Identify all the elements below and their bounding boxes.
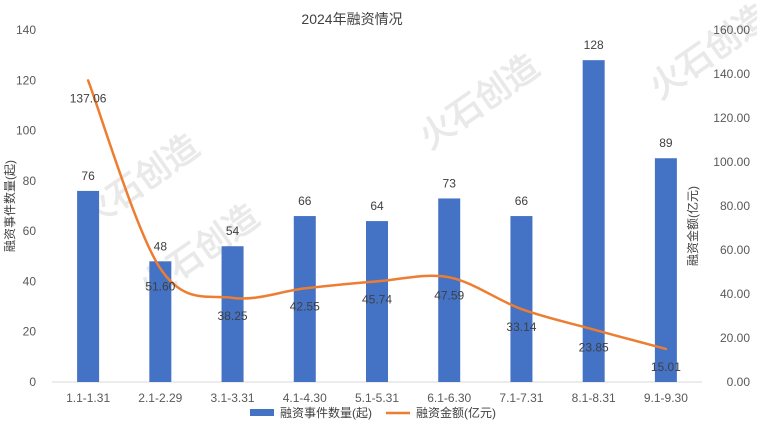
line-value-label: 137.06: [70, 91, 107, 105]
x-tick-label: 8.1-8.31: [572, 391, 616, 405]
line-value-label: 51.60: [145, 279, 175, 293]
line-value-label: 23.85: [579, 341, 609, 355]
bar-value-label: 66: [515, 194, 529, 208]
left-axis-ticks: 0 20 40 60 80 100 120 140: [16, 23, 36, 389]
line-value-label: 47.59: [434, 288, 464, 302]
right-tick-label: 80.00: [720, 199, 750, 213]
bar-value-label: 66: [298, 194, 312, 208]
right-axis-title: 融资金额(亿元): [685, 186, 700, 266]
right-tick-label: 40.00: [720, 287, 750, 301]
bar: [293, 216, 316, 382]
watermark-text: 火石创造: [643, 0, 757, 107]
right-tick-label: 140.00: [713, 67, 750, 81]
bar: [438, 198, 461, 382]
bar: [510, 216, 533, 382]
right-tick-label: 60.00: [720, 243, 750, 257]
x-tick-label: 5.1-5.31: [355, 391, 399, 405]
bar-data-labels: 76 48 54 66 64 73 66 128 89: [81, 38, 672, 253]
line-value-label: 42.55: [290, 299, 320, 313]
x-tick-label: 6.1-6.30: [427, 391, 471, 405]
x-tick-label: 2.1-2.29: [138, 391, 182, 405]
amount-line-series: [86, 79, 668, 351]
line-value-label: 38.25: [218, 309, 248, 323]
bar-series: [77, 60, 677, 383]
left-tick-label: 100: [16, 124, 36, 138]
left-tick-label: 80: [23, 174, 37, 188]
legend: 融资事件数量(起) 融资金额(亿元): [250, 405, 496, 420]
bar-value-label: 128: [584, 38, 604, 52]
line-value-label: 33.14: [506, 320, 536, 334]
line-data-labels: 137.06 51.60 38.25 42.55 45.74 47.59 33.14 23.8…: [70, 91, 681, 374]
x-tick-label: 4.1-4.30: [283, 391, 327, 405]
line-value-label: 45.74: [362, 292, 392, 306]
left-tick-label: 140: [16, 23, 36, 37]
right-tick-label: 160.00: [713, 23, 750, 37]
watermark-text: 火石创造: [413, 47, 546, 156]
bar-value-label: 76: [81, 169, 95, 183]
bar: [77, 190, 100, 382]
left-tick-label: 60: [23, 224, 37, 238]
bar-value-label: 48: [154, 239, 168, 253]
bar: [582, 60, 605, 383]
x-tick-label: 7.1-7.31: [499, 391, 543, 405]
left-tick-label: 0: [29, 375, 36, 389]
bar: [366, 221, 388, 382]
bar-value-label: 89: [659, 136, 673, 150]
bar-value-label: 73: [443, 176, 457, 190]
x-tick-label: 1.1-1.31: [66, 391, 110, 405]
left-tick-label: 20: [23, 325, 37, 339]
right-tick-label: 120.00: [713, 111, 750, 125]
legend-label-amount: 融资金额(亿元): [416, 405, 496, 420]
left-axis-title: 融资事件数量(起): [2, 160, 17, 252]
bar-value-label: 64: [370, 199, 384, 213]
x-tick-label: 3.1-3.31: [211, 391, 255, 405]
bar-value-label: 54: [226, 224, 240, 238]
line-value-label: 15.01: [651, 360, 681, 374]
chart-title: 2024年融资情况: [301, 11, 402, 27]
x-axis-ticks: 1.1-1.31 2.1-2.29 3.1-3.31 4.1-4.30 5.1-5.31…: [66, 391, 688, 405]
bar: [149, 261, 172, 382]
left-tick-label: 40: [23, 274, 37, 288]
right-tick-label: 20.00: [720, 331, 750, 345]
x-tick-label: 9.1-9.30: [644, 391, 688, 405]
right-tick-label: 100.00: [713, 155, 750, 169]
bar: [654, 158, 677, 382]
legend-label-count: 融资事件数量(起): [280, 405, 372, 420]
legend-swatch-count: [250, 409, 274, 416]
bar: [221, 246, 244, 382]
left-tick-label: 120: [16, 73, 36, 87]
right-tick-label: 0.00: [727, 375, 751, 389]
right-axis-ticks: 0.00 20.00 40.00 60.00 80.00 100.00 120.00 140.…: [713, 23, 750, 389]
